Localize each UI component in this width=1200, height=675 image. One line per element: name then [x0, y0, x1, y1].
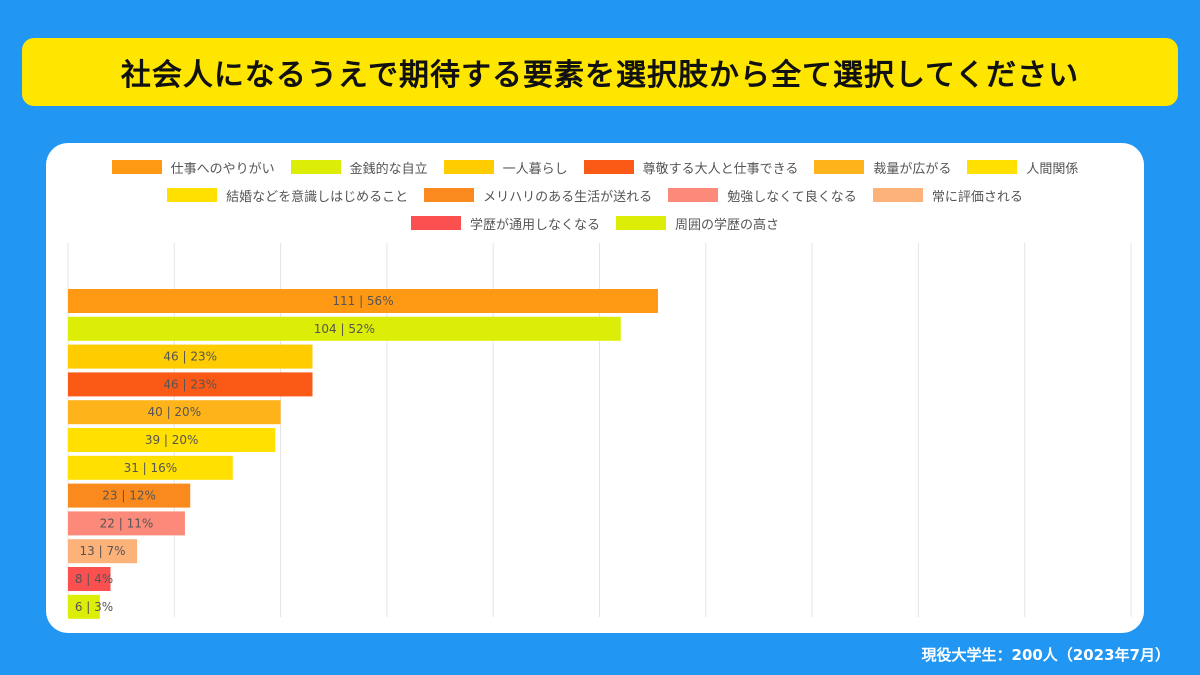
legend-swatch	[111, 160, 162, 174]
legend-label: メリハリのある生活が送れる	[483, 189, 653, 205]
legend-swatch	[616, 216, 666, 230]
legend-item[interactable]: メリハリのある生活が送れる	[424, 185, 652, 205]
bar[interactable]	[68, 316, 621, 341]
bar-data-label: 8 | 4%	[75, 572, 113, 586]
bar-data-label: 40 | 20%	[147, 405, 201, 419]
legend-label: 学歴が通用しなくなる	[469, 217, 600, 233]
legend-item[interactable]: 尊敬する大人と仕事できる	[583, 157, 799, 177]
bar-data-label: 6 | 3%	[75, 600, 113, 614]
bar[interactable]	[68, 372, 313, 397]
legend-swatch	[967, 160, 1018, 174]
bar[interactable]	[68, 594, 100, 619]
bar[interactable]	[68, 428, 276, 452]
legend-label: 人間関係	[1026, 161, 1079, 177]
survey-note: 現役大学生：200人（2023年7月）	[921, 646, 1171, 664]
legend-item[interactable]: 勉強しなくて良くなる	[668, 185, 857, 205]
legend-label: 周囲の学歴の高さ	[675, 217, 780, 233]
legend-item[interactable]: 学歴が通用しなくなる	[410, 213, 600, 233]
legend-item[interactable]: 結婚などを意識しはじめること	[167, 185, 408, 205]
bar[interactable]	[68, 455, 233, 480]
legend-item[interactable]: 一人暮らし	[443, 157, 568, 177]
legend-item[interactable]: 裁量が広がる	[814, 157, 951, 177]
bar[interactable]	[68, 289, 658, 313]
legend-label: 金銭的な自立	[349, 161, 428, 177]
legend-label: 一人暮らし	[502, 161, 568, 177]
bar[interactable]	[68, 483, 191, 508]
legend-item[interactable]: 人間関係	[967, 157, 1078, 177]
legend-swatch	[167, 188, 218, 202]
legend-label: 裁量が広がる	[873, 161, 952, 177]
bar-data-label: 46 | 23%	[163, 377, 217, 391]
bar[interactable]	[68, 400, 281, 425]
bar-data-label: 13 | 7%	[80, 544, 126, 558]
legend-label: 結婚などを意識しはじめること	[226, 189, 409, 205]
legend-item[interactable]: 金銭的な自立	[290, 157, 428, 177]
bar-data-label: 31 | 16%	[124, 461, 178, 475]
legend-item[interactable]: 周囲の学歴の高さ	[616, 213, 779, 233]
legend-swatch	[668, 188, 719, 202]
bar-data-label: 46 | 23%	[163, 350, 217, 364]
legend-item[interactable]: 常に評価される	[872, 185, 1023, 205]
bar[interactable]	[68, 567, 111, 591]
legend-item[interactable]: 仕事へのやりがい	[111, 157, 275, 177]
legend-label: 勉強しなくて良くなる	[727, 189, 857, 205]
bar[interactable]	[68, 511, 185, 536]
bar-data-label: 22 | 11%	[100, 516, 154, 530]
page-title: 社会人になるうえで期待する要素を選択肢から全て選択してください	[120, 58, 1080, 93]
legend-swatch	[814, 160, 865, 174]
title-banner: 社会人になるうえで期待する要素を選択肢から全て選択してください	[22, 38, 1178, 106]
legend-label: 常に評価される	[931, 189, 1023, 205]
chart-card: 仕事へのやりがい 金銭的な自立 一人暮らし 尊敬する大人と仕事できる 裁量が広がる 人間関…	[46, 143, 1144, 633]
bar[interactable]	[68, 344, 313, 369]
legend-swatch	[290, 160, 341, 174]
bar-data-label: 39 | 20%	[145, 433, 199, 447]
bar-chart: 111 | 56% 104 | 52% 46 | 23% 46 | 23% 40 | 2…	[67, 243, 1132, 619]
bar-data-label: 23 | 12%	[102, 489, 156, 503]
legend-swatch	[872, 188, 923, 202]
legend-swatch	[410, 216, 461, 230]
legend-label: 尊敬する大人と仕事できる	[642, 161, 799, 177]
chart-legend: 仕事へのやりがい 金銭的な自立 一人暮らし 尊敬する大人と仕事できる 裁量が広がる 人間関…	[46, 153, 1144, 237]
bar-data-label: 104 | 52%	[314, 322, 375, 336]
legend-swatch	[443, 160, 494, 174]
legend-swatch	[583, 160, 634, 174]
bar-data-label: 111 | 56%	[332, 294, 393, 308]
legend-label: 仕事へのやりがい	[170, 161, 275, 177]
bar[interactable]	[68, 539, 138, 564]
legend-swatch	[424, 188, 475, 202]
